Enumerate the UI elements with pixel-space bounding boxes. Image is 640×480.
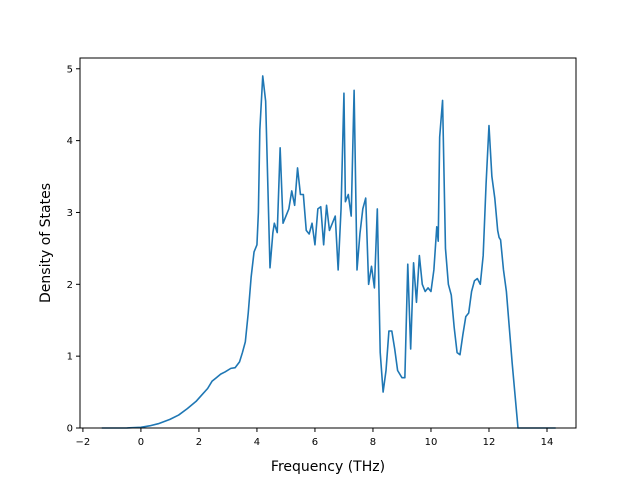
y-tick-label: 3 bbox=[67, 208, 73, 219]
y-axis: 0 1 2 3 4 5 bbox=[67, 64, 80, 435]
x-tick-label: 10 bbox=[425, 437, 438, 448]
x-tick-label: −2 bbox=[76, 437, 91, 448]
plot-area bbox=[101, 75, 556, 429]
y-tick-label: 2 bbox=[67, 280, 73, 291]
x-tick-label: 4 bbox=[254, 437, 260, 448]
y-tick-label: 1 bbox=[67, 352, 73, 363]
y-axis-title: Density of States bbox=[38, 183, 54, 303]
y-tick-label: 0 bbox=[67, 424, 73, 435]
dos-line-series-0 bbox=[101, 75, 556, 429]
x-tick-label: 0 bbox=[138, 437, 144, 448]
x-tick-label: 2 bbox=[196, 437, 202, 448]
x-tick-label: 6 bbox=[312, 437, 318, 448]
y-tick-label: 5 bbox=[67, 64, 73, 75]
x-tick-label: 14 bbox=[541, 437, 554, 448]
x-axis-title: Frequency (THz) bbox=[271, 459, 385, 475]
x-tick-label: 12 bbox=[483, 437, 496, 448]
y-tick-label: 4 bbox=[67, 136, 73, 147]
x-axis: −2 0 2 4 6 8 10 12 14 bbox=[76, 428, 554, 448]
axes-frame bbox=[79, 57, 577, 429]
x-tick-label: 8 bbox=[370, 437, 376, 448]
